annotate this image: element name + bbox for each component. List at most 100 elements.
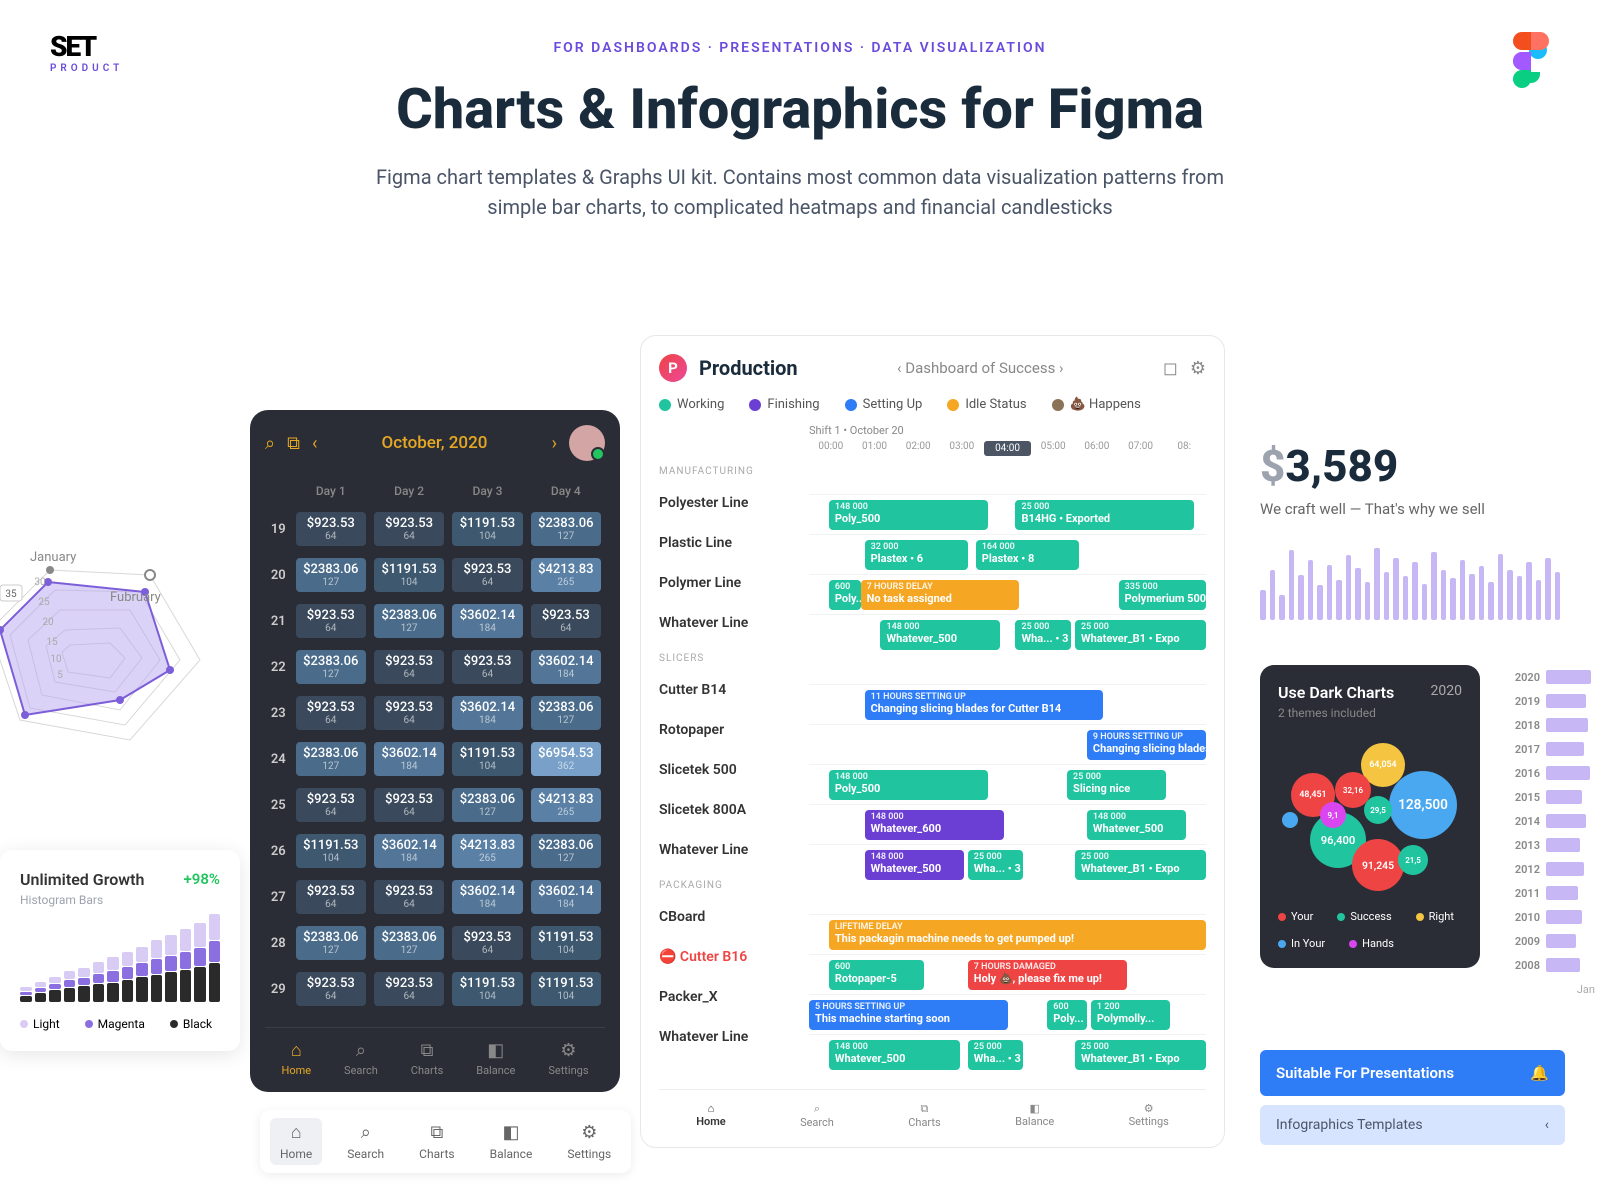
heatmap-cell[interactable]: $2383.06127 <box>370 598 448 644</box>
heatmap-cell[interactable]: $1191.53104 <box>448 506 526 552</box>
heatmap-cell[interactable]: $923.5364 <box>292 782 370 828</box>
gantt-bar[interactable]: 600Poly... <box>829 580 861 610</box>
nav-item-home[interactable]: ⌂Home <box>281 1040 311 1077</box>
heatmap-cell[interactable]: $923.5364 <box>292 966 370 1012</box>
heatmap-cell[interactable]: $923.5364 <box>292 690 370 736</box>
heatmap-cell[interactable]: $923.5364 <box>370 966 448 1012</box>
bubble[interactable]: 91,245 <box>1352 839 1404 891</box>
bell-icon[interactable]: 🔔 <box>1530 1064 1549 1082</box>
gantt-bar[interactable]: 335 000Polymerium 5000 • <box>1119 580 1206 610</box>
gantt-bar[interactable]: 148 000Poly_500 <box>829 500 988 530</box>
heatmap-cell[interactable]: $923.5364 <box>370 874 448 920</box>
nav-item-charts[interactable]: ⧉Charts <box>419 1122 454 1161</box>
templates-banner[interactable]: Infographics Templates ‹ <box>1260 1105 1565 1145</box>
heatmap-cell[interactable]: $923.5364 <box>527 598 605 644</box>
heatmap-cell[interactable]: $1191.53104 <box>292 828 370 874</box>
gantt-bar[interactable]: 148 000Whatever_500 <box>829 1040 960 1070</box>
heatmap-cell[interactable]: $2383.06127 <box>527 690 605 736</box>
nav-item-search[interactable]: ⌕Search <box>344 1040 378 1077</box>
heatmap-cell[interactable]: $3602.14184 <box>370 828 448 874</box>
heatmap-cell[interactable]: $1191.53104 <box>448 736 526 782</box>
heatmap-cell[interactable]: $3602.14184 <box>370 736 448 782</box>
bookmark-icon[interactable]: ◻ <box>1163 358 1178 379</box>
heatmap-cell[interactable]: $923.5364 <box>448 644 526 690</box>
chevron-left-icon[interactable]: ‹ <box>312 433 317 454</box>
heatmap-cell[interactable]: $923.5364 <box>370 782 448 828</box>
heatmap-cell[interactable]: $2383.06127 <box>292 552 370 598</box>
gantt-bar[interactable]: 9 HOURS SETTING UPChanging slicing blade… <box>1087 730 1206 760</box>
heatmap-cell[interactable]: $2383.06127 <box>292 736 370 782</box>
heatmap-cell[interactable]: $3602.14184 <box>527 874 605 920</box>
chevron-left-icon[interactable]: ‹ <box>1545 1117 1549 1133</box>
heatmap-cell[interactable]: $923.5364 <box>448 920 526 966</box>
presentations-banner[interactable]: Suitable For Presentations 🔔 <box>1260 1050 1565 1096</box>
nav-item-balance[interactable]: ◧Balance <box>1015 1102 1054 1129</box>
gear-icon[interactable]: ⚙ <box>1190 358 1206 379</box>
heatmap-cell[interactable]: $923.5364 <box>370 644 448 690</box>
gantt-bar[interactable]: 25 000Whatever_B1 • Expo <box>1075 620 1206 650</box>
nav-item-settings[interactable]: ⚙Settings <box>567 1122 611 1161</box>
nav-item-home[interactable]: ⌂Home <box>696 1102 726 1129</box>
bubble[interactable]: 128,500 <box>1389 771 1457 839</box>
gantt-bar[interactable]: 25 000Wha... • 3 issues <box>968 1040 1024 1070</box>
heatmap-cell[interactable]: $923.5364 <box>448 552 526 598</box>
heatmap-cell[interactable]: $923.5364 <box>292 598 370 644</box>
heatmap-cell[interactable]: $2383.06127 <box>527 828 605 874</box>
gantt-bar[interactable]: 25 000B14HG • Exported <box>1015 500 1194 530</box>
nav-item-settings[interactable]: ⚙Settings <box>1129 1102 1169 1129</box>
heatmap-cell[interactable]: $3602.14184 <box>448 690 526 736</box>
nav-item-charts[interactable]: ⧉Charts <box>411 1040 443 1077</box>
month-label[interactable]: October, 2020 <box>329 433 539 453</box>
search-icon[interactable]: ⌕ <box>265 433 275 454</box>
gantt-bar[interactable]: 1 200Polymolly... <box>1091 1000 1170 1030</box>
bubble[interactable] <box>1282 812 1298 828</box>
heatmap-cell[interactable]: $1191.53104 <box>448 966 526 1012</box>
heatmap-cell[interactable]: $2383.06127 <box>292 920 370 966</box>
heatmap-cell[interactable]: $4213.83265 <box>448 828 526 874</box>
gantt-bar[interactable]: 164 000Plastex • 8 <box>976 540 1079 570</box>
nav-item-charts[interactable]: ⧉Charts <box>908 1102 940 1129</box>
gantt-bar[interactable]: 148 000Whatever_500 <box>880 620 999 650</box>
gantt-bar[interactable]: 25 000Wha... • 3 issues <box>1015 620 1071 650</box>
heatmap-cell[interactable]: $2383.06127 <box>527 506 605 552</box>
gantt-bar[interactable]: 5 HOURS SETTING UPThis machine starting … <box>809 1000 1008 1030</box>
bubble[interactable]: 29,5 <box>1364 796 1392 824</box>
gantt-bar[interactable]: 32 000Plastex • 6 <box>865 540 968 570</box>
nav-item-search[interactable]: ⌕Search <box>800 1102 834 1129</box>
heatmap-cell[interactable]: $4213.83265 <box>527 782 605 828</box>
gantt-bar[interactable]: 148 000Whatever_500 <box>1087 810 1186 840</box>
gantt-bar[interactable]: 148 000Whatever_600 <box>865 810 1004 840</box>
heatmap-cell[interactable]: $923.5364 <box>370 690 448 736</box>
gantt-bar[interactable]: LIFETIME DELAYThis packagin machine need… <box>829 920 1206 950</box>
chevron-left-icon[interactable]: ‹ <box>897 359 902 377</box>
nav-item-settings[interactable]: ⚙Settings <box>548 1040 588 1077</box>
gantt-bar[interactable]: 7 HOURS DELAYNo task assigned <box>861 580 1020 610</box>
nav-item-balance[interactable]: ◧Balance <box>476 1040 515 1077</box>
gantt-bar[interactable]: 11 HOURS SETTING UPChanging slicing blad… <box>865 690 1103 720</box>
heatmap-cell[interactable]: $2383.06127 <box>370 920 448 966</box>
gantt-bar[interactable]: 25 000Whatever_B1 • Expo <box>1075 1040 1206 1070</box>
gantt-bar[interactable]: 600Poly... <box>1047 1000 1087 1030</box>
heatmap-cell[interactable]: $2383.06127 <box>292 644 370 690</box>
nav-item-balance[interactable]: ◧Balance <box>490 1122 533 1161</box>
gantt-bar[interactable]: 148 000Whatever_500 <box>865 850 964 880</box>
gantt-bar[interactable]: 148 000Poly_500 <box>829 770 988 800</box>
gantt-bar[interactable]: 25 000Slicing nice <box>1067 770 1166 800</box>
heatmap-cell[interactable]: $1191.53104 <box>527 966 605 1012</box>
heatmap-cell[interactable]: $3602.14184 <box>527 644 605 690</box>
nav-item-home[interactable]: ⌂Home <box>270 1118 322 1165</box>
gantt-bar[interactable]: 600Rotopaper-5 <box>829 960 924 990</box>
bubble[interactable]: 21,5 <box>1398 845 1428 875</box>
heatmap-cell[interactable]: $2383.06127 <box>448 782 526 828</box>
bubble[interactable]: 9,1 <box>1320 802 1346 828</box>
nav-item-search[interactable]: ⌕Search <box>347 1122 384 1161</box>
heatmap-cell[interactable]: $923.5364 <box>292 506 370 552</box>
heatmap-cell[interactable]: $1191.53104 <box>527 920 605 966</box>
heatmap-cell[interactable]: $3602.14184 <box>448 598 526 644</box>
heatmap-cell[interactable]: $923.5364 <box>292 874 370 920</box>
heatmap-cell[interactable]: $3602.14184 <box>448 874 526 920</box>
chevron-right-icon[interactable]: › <box>552 433 557 454</box>
gantt-bar[interactable]: 7 HOURS DAMAGEDHoly 💩, please fix me up! <box>968 960 1127 990</box>
gantt-bar[interactable]: 25 000Wha... • 3 issues <box>968 850 1024 880</box>
avatar[interactable] <box>569 425 605 461</box>
